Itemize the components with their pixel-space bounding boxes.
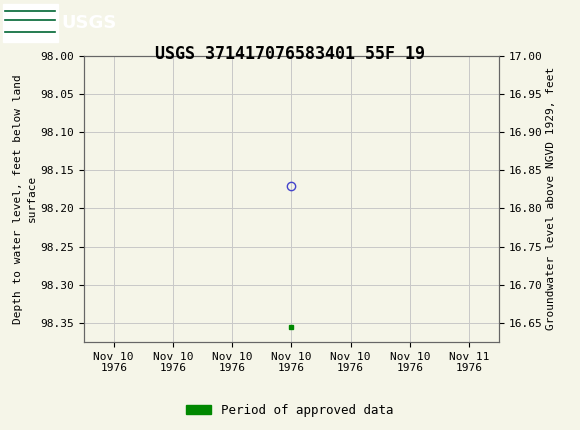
Y-axis label: Depth to water level, feet below land
surface: Depth to water level, feet below land su… [13,74,37,324]
Bar [3,3,58,42]
Y-axis label: Groundwater level above NGVD 1929, feet: Groundwater level above NGVD 1929, feet [546,67,556,331]
Text: USGS 371417076583401 55F 19: USGS 371417076583401 55F 19 [155,45,425,63]
Legend: Period of approved data: Period of approved data [181,399,399,421]
Text: USGS: USGS [61,14,116,31]
